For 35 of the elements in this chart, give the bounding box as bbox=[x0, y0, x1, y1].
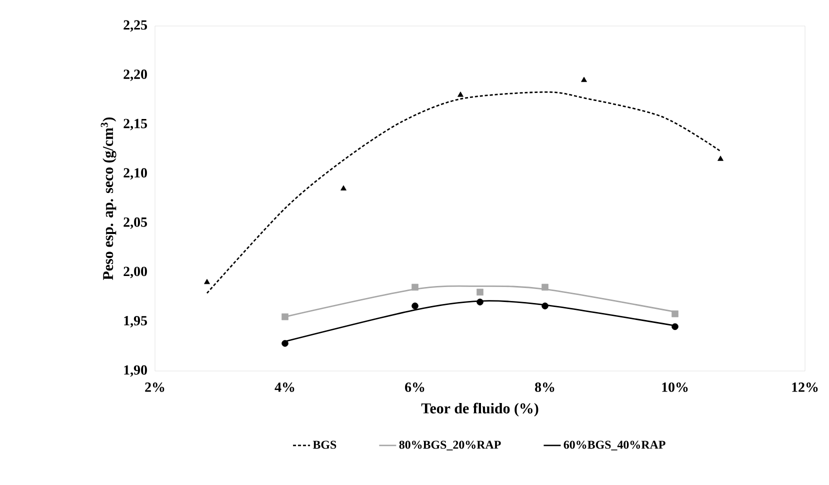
x-tick-label: 10% bbox=[662, 382, 688, 392]
y-tick-label: 2,00 bbox=[124, 266, 147, 278]
point bbox=[718, 156, 724, 161]
legend-label: 60%BGS_40%RAP bbox=[564, 440, 666, 450]
y-tick-label: 2,20 bbox=[124, 70, 147, 81]
legend-label: 80%BGS_20%RAP bbox=[399, 440, 501, 450]
y-tick-label: 2,25 bbox=[124, 20, 147, 32]
x-tick-label: 6% bbox=[405, 382, 424, 392]
point bbox=[412, 302, 418, 310]
x-axis-title: Teor de fluido (%) bbox=[421, 402, 538, 416]
point bbox=[542, 302, 548, 310]
y-tick-label: 2,10 bbox=[124, 168, 147, 180]
y-tick-label: 1,90 bbox=[124, 365, 147, 377]
x-tick-label: 8% bbox=[535, 382, 554, 392]
point bbox=[412, 284, 418, 291]
y-tick-label: 2,15 bbox=[124, 118, 147, 130]
point bbox=[476, 298, 484, 306]
line-series bbox=[206, 91, 722, 294]
x-tick-label: 12% bbox=[792, 382, 818, 392]
point bbox=[282, 313, 288, 320]
point bbox=[282, 340, 288, 347]
point bbox=[581, 76, 587, 82]
point bbox=[340, 185, 346, 190]
point bbox=[204, 278, 210, 284]
point bbox=[542, 284, 548, 291]
x-tick-label: 2% bbox=[145, 382, 164, 392]
y-axis-title: Peso esp. ap. seco (g/cm$^{3}$) bbox=[100, 117, 116, 280]
point bbox=[476, 288, 484, 296]
point bbox=[672, 323, 678, 330]
y-tick-label: 1,95 bbox=[124, 316, 147, 328]
legend-label: BGS bbox=[312, 440, 336, 449]
point bbox=[458, 92, 464, 97]
x-tick-label: 4% bbox=[274, 382, 294, 392]
point bbox=[672, 310, 678, 318]
y-tick-label: 2,05 bbox=[124, 217, 147, 229]
